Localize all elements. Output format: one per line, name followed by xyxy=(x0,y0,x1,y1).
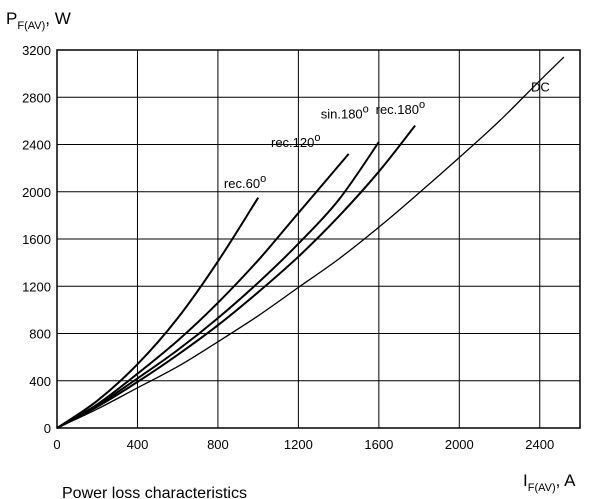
degree-superscript: o xyxy=(363,104,369,116)
x-tick-label: 1600 xyxy=(364,437,393,452)
series-label-sin-180: sin.180o xyxy=(321,104,369,122)
series-line-rec-60 xyxy=(57,198,258,428)
series-label-text: sin.180 xyxy=(321,107,363,122)
series-label-text: rec.180 xyxy=(376,102,419,117)
series-label-text: DC xyxy=(531,79,550,94)
series-label-text: rec.60 xyxy=(224,176,260,191)
degree-superscript: o xyxy=(419,99,425,111)
degree-superscript: o xyxy=(314,132,320,144)
y-tick-label: 0 xyxy=(44,421,51,436)
series-line-rec-120 xyxy=(57,154,349,428)
x-tick-label: 400 xyxy=(127,437,149,452)
series-label-rec-60: rec.60o xyxy=(224,173,266,191)
x-axis-title-unit: , A xyxy=(556,471,577,490)
x-tick-label: 1200 xyxy=(284,437,313,452)
x-axis-title-sub: F(AV) xyxy=(528,482,556,494)
x-tick-labels: 0 400 800 1200 1600 2000 2400 xyxy=(53,437,554,452)
y-tick-label: 1200 xyxy=(22,279,51,294)
x-tick-label: 2000 xyxy=(445,437,474,452)
x-tick-label: 0 xyxy=(53,437,60,452)
x-axis-title: IF(AV), A xyxy=(523,471,576,494)
y-axis-title: PF(AV), W xyxy=(6,9,71,32)
y-tick-label: 3200 xyxy=(22,43,51,58)
chart-caption: Power loss characteristics xyxy=(62,485,247,499)
series-line-dc xyxy=(57,57,564,428)
y-tick-label: 2000 xyxy=(22,185,51,200)
degree-superscript: o xyxy=(260,173,266,185)
y-tick-label: 2400 xyxy=(22,138,51,153)
x-tick-label: 2400 xyxy=(525,437,554,452)
series-group xyxy=(57,57,564,428)
y-tick-labels: 0 400 800 1200 1600 2000 2400 2800 3200 xyxy=(22,43,51,436)
y-tick-label: 800 xyxy=(29,327,51,342)
series-label-dc: DC xyxy=(531,79,550,94)
y-tick-label: 1600 xyxy=(22,232,51,247)
y-tick-label: 2800 xyxy=(22,90,51,105)
series-label-text: rec.120 xyxy=(271,135,314,150)
grid xyxy=(57,50,580,428)
y-tick-label: 400 xyxy=(29,374,51,389)
series-label-rec-180: rec.180o xyxy=(376,99,426,117)
y-axis-title-main: P xyxy=(6,9,17,28)
x-tick-label: 800 xyxy=(207,437,229,452)
series-label-rec-120: rec.120o xyxy=(271,132,321,150)
y-axis-title-unit: , W xyxy=(45,9,71,28)
series-line-rec-180 xyxy=(57,126,415,428)
y-axis-title-sub: F(AV) xyxy=(17,20,45,32)
